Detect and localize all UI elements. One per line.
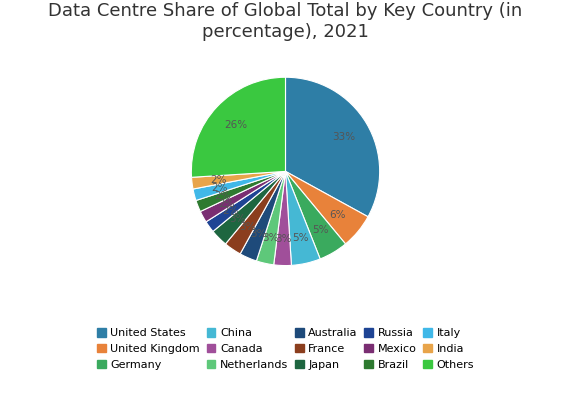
Wedge shape xyxy=(240,171,286,261)
Text: 2%: 2% xyxy=(212,183,228,193)
Wedge shape xyxy=(286,171,345,259)
Wedge shape xyxy=(286,171,368,244)
Wedge shape xyxy=(286,171,320,266)
Wedge shape xyxy=(226,171,286,254)
Title: Data Centre Share of Global Total by Key Country (in
percentage), 2021: Data Centre Share of Global Total by Key… xyxy=(49,2,522,41)
Text: 5%: 5% xyxy=(292,233,308,242)
Text: 2%: 2% xyxy=(222,206,239,216)
Wedge shape xyxy=(213,171,286,244)
Text: 3%: 3% xyxy=(275,234,292,244)
Text: 26%: 26% xyxy=(224,120,248,130)
Text: 33%: 33% xyxy=(332,132,355,142)
Wedge shape xyxy=(256,171,286,265)
Text: 3%: 3% xyxy=(250,229,267,239)
Text: 6%: 6% xyxy=(329,210,346,220)
Wedge shape xyxy=(286,77,380,217)
Legend: United States, United Kingdom, Germany, China, Canada, Netherlands, Australia, F: United States, United Kingdom, Germany, … xyxy=(94,325,477,373)
Wedge shape xyxy=(191,171,286,189)
Wedge shape xyxy=(274,171,291,266)
Text: 3%: 3% xyxy=(230,214,246,224)
Wedge shape xyxy=(200,171,286,222)
Wedge shape xyxy=(193,171,286,200)
Wedge shape xyxy=(191,77,286,177)
Text: 3%: 3% xyxy=(239,223,256,233)
Wedge shape xyxy=(206,171,286,231)
Wedge shape xyxy=(196,171,286,211)
Text: 2%: 2% xyxy=(214,191,231,202)
Text: 2%: 2% xyxy=(218,199,234,209)
Text: 3%: 3% xyxy=(263,233,279,242)
Text: 2%: 2% xyxy=(210,175,227,185)
Text: 5%: 5% xyxy=(312,225,328,235)
